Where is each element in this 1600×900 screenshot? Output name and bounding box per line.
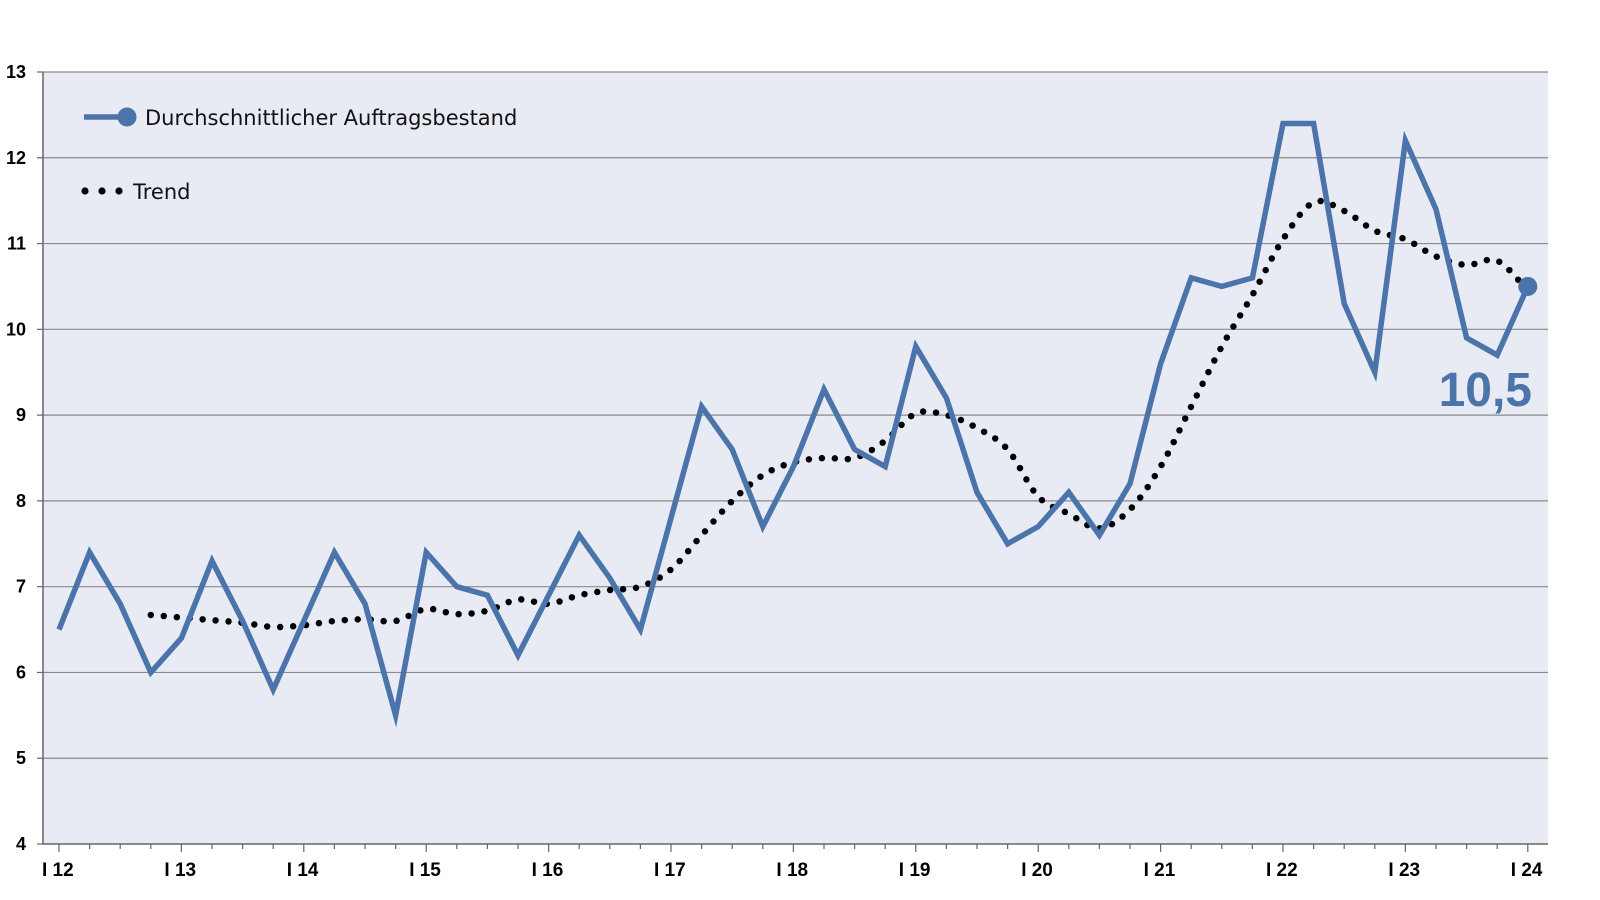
data-point: [579, 535, 580, 536]
main-series-line: [56, 120, 1531, 728]
data-point: [854, 449, 855, 450]
gridlines: [43, 71, 1548, 759]
data-point: [824, 389, 825, 390]
legend-trend-swatch-dot: [115, 187, 123, 195]
main-series: [56, 120, 1538, 728]
data-point: [793, 466, 794, 467]
y-tick-label: 7: [16, 577, 26, 597]
data-point: [915, 346, 916, 347]
y-tick-label: 8: [16, 491, 26, 511]
data-point: [1221, 286, 1222, 287]
data-point: [1099, 535, 1100, 536]
data-point: [334, 552, 335, 553]
data-point: [1283, 123, 1284, 124]
data-point: [212, 560, 213, 561]
y-tick-label: 13: [6, 62, 26, 82]
data-point: [1068, 492, 1069, 493]
data-point: [1007, 543, 1008, 544]
data-point: [548, 595, 549, 596]
data-point: [1497, 355, 1498, 356]
data-point: [977, 492, 978, 493]
data-point: [487, 595, 488, 596]
data-point: [395, 715, 396, 716]
x-tick-label: I 22: [1266, 860, 1298, 881]
data-point: [1130, 483, 1131, 484]
x-tick-label: I 12: [42, 860, 74, 881]
data-point: [1313, 123, 1314, 124]
x-tick-label: I 23: [1388, 860, 1420, 881]
legend-trend-swatch-dot: [98, 187, 106, 195]
end-annotation: 10,5: [1439, 364, 1532, 417]
end-point-marker: [1518, 276, 1538, 296]
data-point: [640, 629, 641, 630]
x-tick-label: I 14: [287, 860, 319, 881]
y-tick-label: 5: [16, 748, 26, 768]
data-point: [59, 629, 60, 630]
x-axis-ticks: I 12 I 13 I 14 I 15 I 16 I 17 I 18 I 19 I 20 I 21…: [42, 844, 1543, 881]
data-point: [150, 672, 151, 673]
data-point: [456, 586, 457, 587]
x-tick-label: I 17: [654, 860, 686, 881]
data-point: [1466, 337, 1467, 338]
legend-main-label: Durchschnittlicher Auftragsbestand: [145, 106, 517, 130]
y-tick-label: 6: [16, 662, 26, 682]
data-point: [181, 638, 182, 639]
data-point: [1405, 140, 1406, 141]
data-point: [120, 603, 121, 604]
x-tick-label: I 13: [164, 860, 196, 881]
y-tick-label: 11: [7, 234, 26, 254]
y-axis-ticks: 4 5 6 7 8 9 10 11 12 13: [6, 62, 43, 854]
data-point: [89, 552, 90, 553]
data-point: [1374, 372, 1375, 373]
data-point: [1160, 363, 1161, 364]
x-tick-label: I 16: [532, 860, 564, 881]
data-point: [1038, 526, 1039, 527]
data-point: [1252, 277, 1253, 278]
y-tick-label: 12: [6, 148, 26, 168]
data-point: [1344, 303, 1345, 304]
y-tick-label: 9: [16, 405, 26, 425]
x-tick-label: I 18: [776, 860, 808, 881]
data-point: [518, 655, 519, 656]
y-tick-label: 10: [6, 319, 26, 339]
x-tick-label: I 19: [899, 860, 931, 881]
data-point: [426, 552, 427, 553]
data-point: [732, 449, 733, 450]
data-point: [671, 518, 672, 519]
legend: Durchschnittlicher Auftragsbestand Trend: [81, 106, 517, 204]
x-tick-label: I 15: [409, 860, 441, 881]
data-point: [1191, 277, 1192, 278]
data-point: [242, 620, 243, 621]
data-point: [303, 620, 304, 621]
legend-main-swatch-marker: [117, 107, 137, 127]
data-point: [365, 603, 366, 604]
data-point: [609, 578, 610, 579]
end-value-label: 10,5: [1439, 364, 1532, 417]
x-tick-label: I 24: [1511, 860, 1543, 881]
legend-trend-label: Trend: [132, 180, 190, 204]
data-point: [701, 406, 702, 407]
data-point: [273, 689, 274, 690]
x-tick-label: I 20: [1021, 860, 1053, 881]
trend-series: [147, 197, 1532, 631]
data-point: [946, 397, 947, 398]
data-point: [1436, 209, 1437, 210]
legend-trend-swatch-dot: [81, 187, 89, 195]
trend-line: [147, 197, 1532, 631]
y-tick-label: 4: [16, 834, 26, 854]
x-tick-label: I 21: [1144, 860, 1176, 881]
data-point: [885, 466, 886, 467]
data-point: [762, 526, 763, 527]
